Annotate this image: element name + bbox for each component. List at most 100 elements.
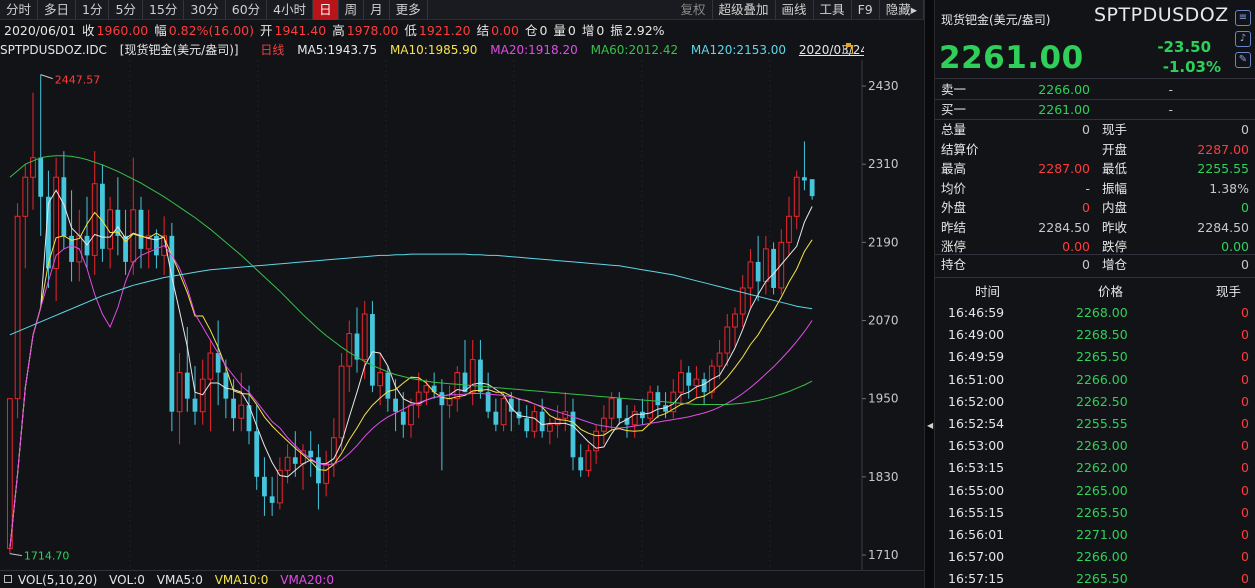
ma-lines (9, 155, 813, 549)
candle-body (100, 183, 105, 249)
amplitude-label: 振 (610, 23, 623, 38)
stat-label: 最低 (1102, 161, 1128, 176)
stat-value: 1.38% (1209, 180, 1249, 196)
stat-label: 外盘 (941, 200, 967, 215)
divider (935, 277, 1255, 278)
candle-body (771, 248, 776, 288)
vma10-value: VMA10:0 (214, 573, 269, 587)
tab-5min[interactable]: 5分 (109, 0, 143, 20)
f9-button[interactable]: F9 (852, 0, 880, 20)
tab-weekly[interactable]: 周 (339, 0, 365, 20)
tick-row[interactable]: 16:55:00 2265.00 0 (935, 480, 1255, 502)
stat-label: 现手 (1102, 122, 1128, 137)
ma20-value: MA20:1918.20 (490, 43, 578, 57)
tab-intraday[interactable]: 分时 (0, 0, 39, 20)
alert-bell-icon[interactable]: ♪ (1235, 31, 1251, 47)
candle-body (254, 431, 260, 477)
collapse-arrow-icon[interactable]: ◀ (927, 421, 934, 430)
ma-line-ma10 (9, 211, 813, 549)
tick-row[interactable]: 16:53:00 2263.00 0 (935, 435, 1255, 457)
candle-body (716, 352, 723, 367)
tab-daily[interactable]: 日 (313, 0, 339, 20)
toolbar-tools: 复权 超级叠加 画线 工具 F9 隐藏▸ (675, 0, 924, 20)
tick-row[interactable]: 16:52:00 2262.50 0 (935, 391, 1255, 413)
tick-row[interactable]: 16:49:59 2265.50 0 (935, 346, 1255, 368)
sell-1-volume: - (1168, 82, 1173, 97)
tab-1min[interactable]: 1分 (76, 0, 110, 20)
tick-row[interactable]: 16:57:00 2266.00 0 (935, 546, 1255, 568)
candle-body (678, 372, 684, 393)
tick-row[interactable]: 16:46:59 2268.00 0 (935, 302, 1255, 324)
tick-volume: 0 (1241, 482, 1249, 498)
candle-body (154, 235, 159, 256)
max-marker (40, 74, 53, 80)
overlay-button[interactable]: 超级叠加 (713, 0, 776, 20)
candlestick-chart[interactable]: 243023102190207019501830171010 2447.5717… (0, 60, 924, 570)
candle-body (546, 424, 553, 432)
adjust-button[interactable]: 复权 (675, 0, 713, 20)
candle-body (169, 235, 175, 412)
hide-button[interactable]: 隐藏▸ (880, 0, 924, 20)
tick-row[interactable]: 16:57:15 2265.50 0 (935, 568, 1255, 588)
stat-row: 均价 - 振幅 1.38% (935, 179, 1255, 199)
tab-60min[interactable]: 60分 (226, 0, 268, 20)
divider (935, 99, 1255, 100)
tick-volume: 0 (1241, 504, 1249, 520)
candle-body (539, 411, 545, 432)
tick-row[interactable]: 16:55:15 2265.50 0 (935, 502, 1255, 524)
stat-label: 总量 (941, 122, 967, 137)
tick-row[interactable]: 16:56:01 2271.00 0 (935, 524, 1255, 546)
candle-body (693, 378, 700, 387)
ma120-value: MA120:2153.00 (690, 43, 787, 57)
stat-value: 0 (1241, 122, 1249, 137)
increase-label: 增 (581, 23, 595, 38)
stat-value: 0 (1082, 200, 1090, 215)
menu-icon[interactable]: ≡ (1235, 10, 1251, 26)
tick-row[interactable]: 16:49:00 2268.50 0 (935, 324, 1255, 346)
tick-row[interactable]: 16:53:15 2262.00 0 (935, 457, 1255, 479)
candle-body (246, 405, 252, 432)
candle-body (69, 235, 74, 262)
candle-body (38, 157, 44, 197)
tick-row[interactable]: 16:52:54 2255.55 0 (935, 413, 1255, 435)
tick-price: 2262.00 (1076, 460, 1128, 476)
quote-header: 现货钯金(美元/盎司) SPTPDUSDOZ (935, 0, 1255, 38)
period-toolbar: 分时 多日 1分 5分 15分 30分 60分 4小时 日 周 月 更多 复权 … (0, 0, 924, 20)
tick-row[interactable]: 16:51:00 2266.00 0 (935, 369, 1255, 391)
tick-time: 16:57:15 (948, 571, 1005, 587)
tick-volume: 0 (1241, 460, 1249, 476)
tab-multi-day[interactable]: 多日 (38, 0, 77, 20)
stat-label: 内盘 (1102, 200, 1128, 215)
high-value: 1978.00 (346, 23, 399, 38)
candle-body (600, 417, 607, 432)
tools-button[interactable]: 工具 (814, 0, 852, 20)
tick-time: 16:49:59 (948, 349, 1005, 365)
candle-body (524, 418, 530, 432)
candle-body (184, 372, 190, 399)
draw-line-button[interactable]: 画线 (776, 0, 814, 20)
tab-30min[interactable]: 30分 (184, 0, 226, 20)
candle-body (624, 418, 630, 425)
date-range[interactable]: 2020/03/24-2... (798, 43, 864, 57)
edit-icon[interactable]: ✎ (1235, 52, 1251, 68)
tab-15min[interactable]: 15分 (143, 0, 185, 20)
candle-body (724, 326, 731, 354)
candle-body (793, 176, 800, 217)
volume-panel-icon[interactable] (4, 575, 12, 583)
candle-body (61, 177, 67, 236)
candle-body (732, 313, 738, 328)
stat-value: 0.00 (1062, 239, 1090, 254)
tab-4hour[interactable]: 4小时 (267, 0, 314, 20)
tab-monthly[interactable]: 月 (364, 0, 390, 20)
panel-splitter[interactable]: ◀ (924, 0, 935, 588)
tab-more[interactable]: 更多 (390, 0, 428, 20)
ma5-value: MA5:1943.75 (297, 43, 378, 57)
candle-body (53, 176, 60, 269)
oi-change-value: 0 (1241, 257, 1249, 272)
candle-body (423, 385, 430, 393)
quote-panel: 现货钯金(美元/盎司) SPTPDUSDOZ ≡ ♪ ✎ 2261.00 -23… (935, 0, 1255, 588)
candle-body (91, 183, 98, 256)
oi-change-label: 增仓 (1102, 257, 1128, 272)
candle-body (531, 411, 538, 432)
candle-body (123, 235, 128, 262)
